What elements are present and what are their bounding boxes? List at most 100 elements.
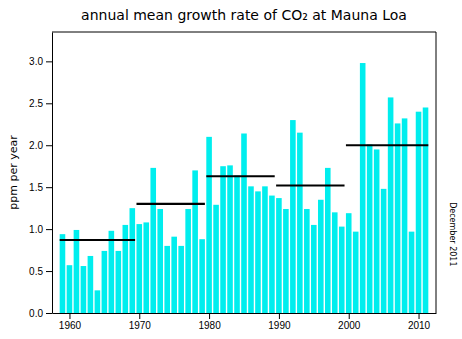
title: annual mean growth rate of CO₂ at Mauna … <box>81 7 407 23</box>
y-tick-label: 1.0 <box>29 224 43 235</box>
bar <box>255 191 261 313</box>
bar <box>304 209 310 313</box>
y-tick: 1.5 <box>29 182 52 193</box>
x-tick-label: 1970 <box>129 320 152 331</box>
bar <box>109 231 115 313</box>
bar <box>206 137 212 313</box>
bar <box>416 112 422 313</box>
x-tick-label: 2010 <box>408 320 431 331</box>
bar <box>283 209 289 313</box>
y-tick: 0.0 <box>29 308 52 319</box>
x-tick-label: 1990 <box>268 320 291 331</box>
x-tick-mark <box>349 313 350 319</box>
decade-mean-line <box>346 144 428 146</box>
y-tick-mark <box>46 271 52 272</box>
x-tick-label: 1960 <box>59 320 82 331</box>
bar <box>318 200 324 313</box>
x-tick: 1970 <box>129 313 152 331</box>
y-tick: 1.0 <box>29 224 52 235</box>
bar <box>367 144 373 313</box>
bar <box>164 246 170 313</box>
bar <box>409 232 415 313</box>
y-tick: 2.5 <box>29 98 52 109</box>
y-tick-label: 1.5 <box>29 182 43 193</box>
bar <box>67 265 73 313</box>
bar <box>185 209 191 313</box>
bar <box>339 227 345 313</box>
bar <box>220 166 226 313</box>
decade-mean-line <box>276 184 344 186</box>
y-tick-label: 0.0 <box>29 308 43 319</box>
bar <box>157 209 163 313</box>
y-tick-mark <box>46 145 52 146</box>
y-tick-label: 0.5 <box>29 266 43 277</box>
x-tick: 1960 <box>59 313 82 331</box>
y-tick-mark <box>46 187 52 188</box>
bar <box>332 212 338 313</box>
x-tick: 1990 <box>268 313 291 331</box>
bar <box>143 222 149 313</box>
bar <box>136 224 142 313</box>
bar <box>199 239 205 313</box>
x-tick-label: 2000 <box>338 320 361 331</box>
x-tick-mark <box>279 313 280 319</box>
bar <box>290 120 296 313</box>
decade-mean-line <box>136 203 204 205</box>
y-axis: 0.0 0.5 1.0 1.5 2.0 2.5 3.0 <box>29 33 52 319</box>
bar <box>129 208 135 313</box>
bar <box>116 251 122 313</box>
bar <box>60 234 66 313</box>
marks <box>60 63 429 313</box>
bar <box>311 225 317 313</box>
y-tick-label: 2.5 <box>29 98 43 109</box>
chart: 1960 1970 1980 1990 2000 2010 0.0 0.5 1.0 1.5 2.0 2… <box>0 0 462 339</box>
y-tick-label: 2.0 <box>29 140 43 151</box>
x-tick-mark <box>139 313 140 319</box>
bar <box>388 97 394 313</box>
bar <box>178 246 184 313</box>
bar <box>395 123 401 313</box>
bar <box>81 266 87 313</box>
x-axis-line <box>53 313 437 314</box>
x-tick-label: 1980 <box>198 320 221 331</box>
bar <box>227 165 233 313</box>
x-tick-mark <box>69 313 70 319</box>
bar <box>171 237 177 313</box>
bar <box>213 205 219 313</box>
bar <box>123 225 129 313</box>
frame <box>436 32 437 313</box>
bar <box>241 133 247 313</box>
y-axis-line <box>52 33 53 314</box>
decade-mean-line <box>206 175 274 177</box>
frame <box>52 32 436 33</box>
bar <box>248 186 254 313</box>
y-tick: 3.0 <box>29 56 52 67</box>
bar <box>150 168 156 313</box>
bar <box>102 251 108 313</box>
y-tick-mark <box>46 313 52 314</box>
bar <box>297 133 303 313</box>
bar <box>276 198 282 313</box>
bar <box>74 230 80 313</box>
bar <box>381 189 387 313</box>
y-tick-label: 3.0 <box>29 56 43 67</box>
bar <box>262 186 268 313</box>
bar <box>269 196 275 313</box>
side-label: December 2011 <box>448 202 457 266</box>
bar <box>402 118 408 313</box>
bar <box>423 107 429 313</box>
x-tick: 2010 <box>408 313 431 331</box>
y-tick: 2.0 <box>29 140 52 151</box>
bar <box>192 170 198 313</box>
bar <box>325 168 331 313</box>
bar <box>353 232 359 313</box>
bar <box>95 290 101 313</box>
plot: 1960 1970 1980 1990 2000 2010 0.0 0.5 1.0 1.5 2.0 2… <box>29 32 436 331</box>
x-tick-mark <box>419 313 420 319</box>
x-tick: 2000 <box>338 313 361 331</box>
bar <box>374 149 380 313</box>
decade-mean-line <box>60 239 135 241</box>
bar <box>346 213 352 313</box>
bar <box>360 63 366 313</box>
x-tick: 1980 <box>198 313 221 331</box>
